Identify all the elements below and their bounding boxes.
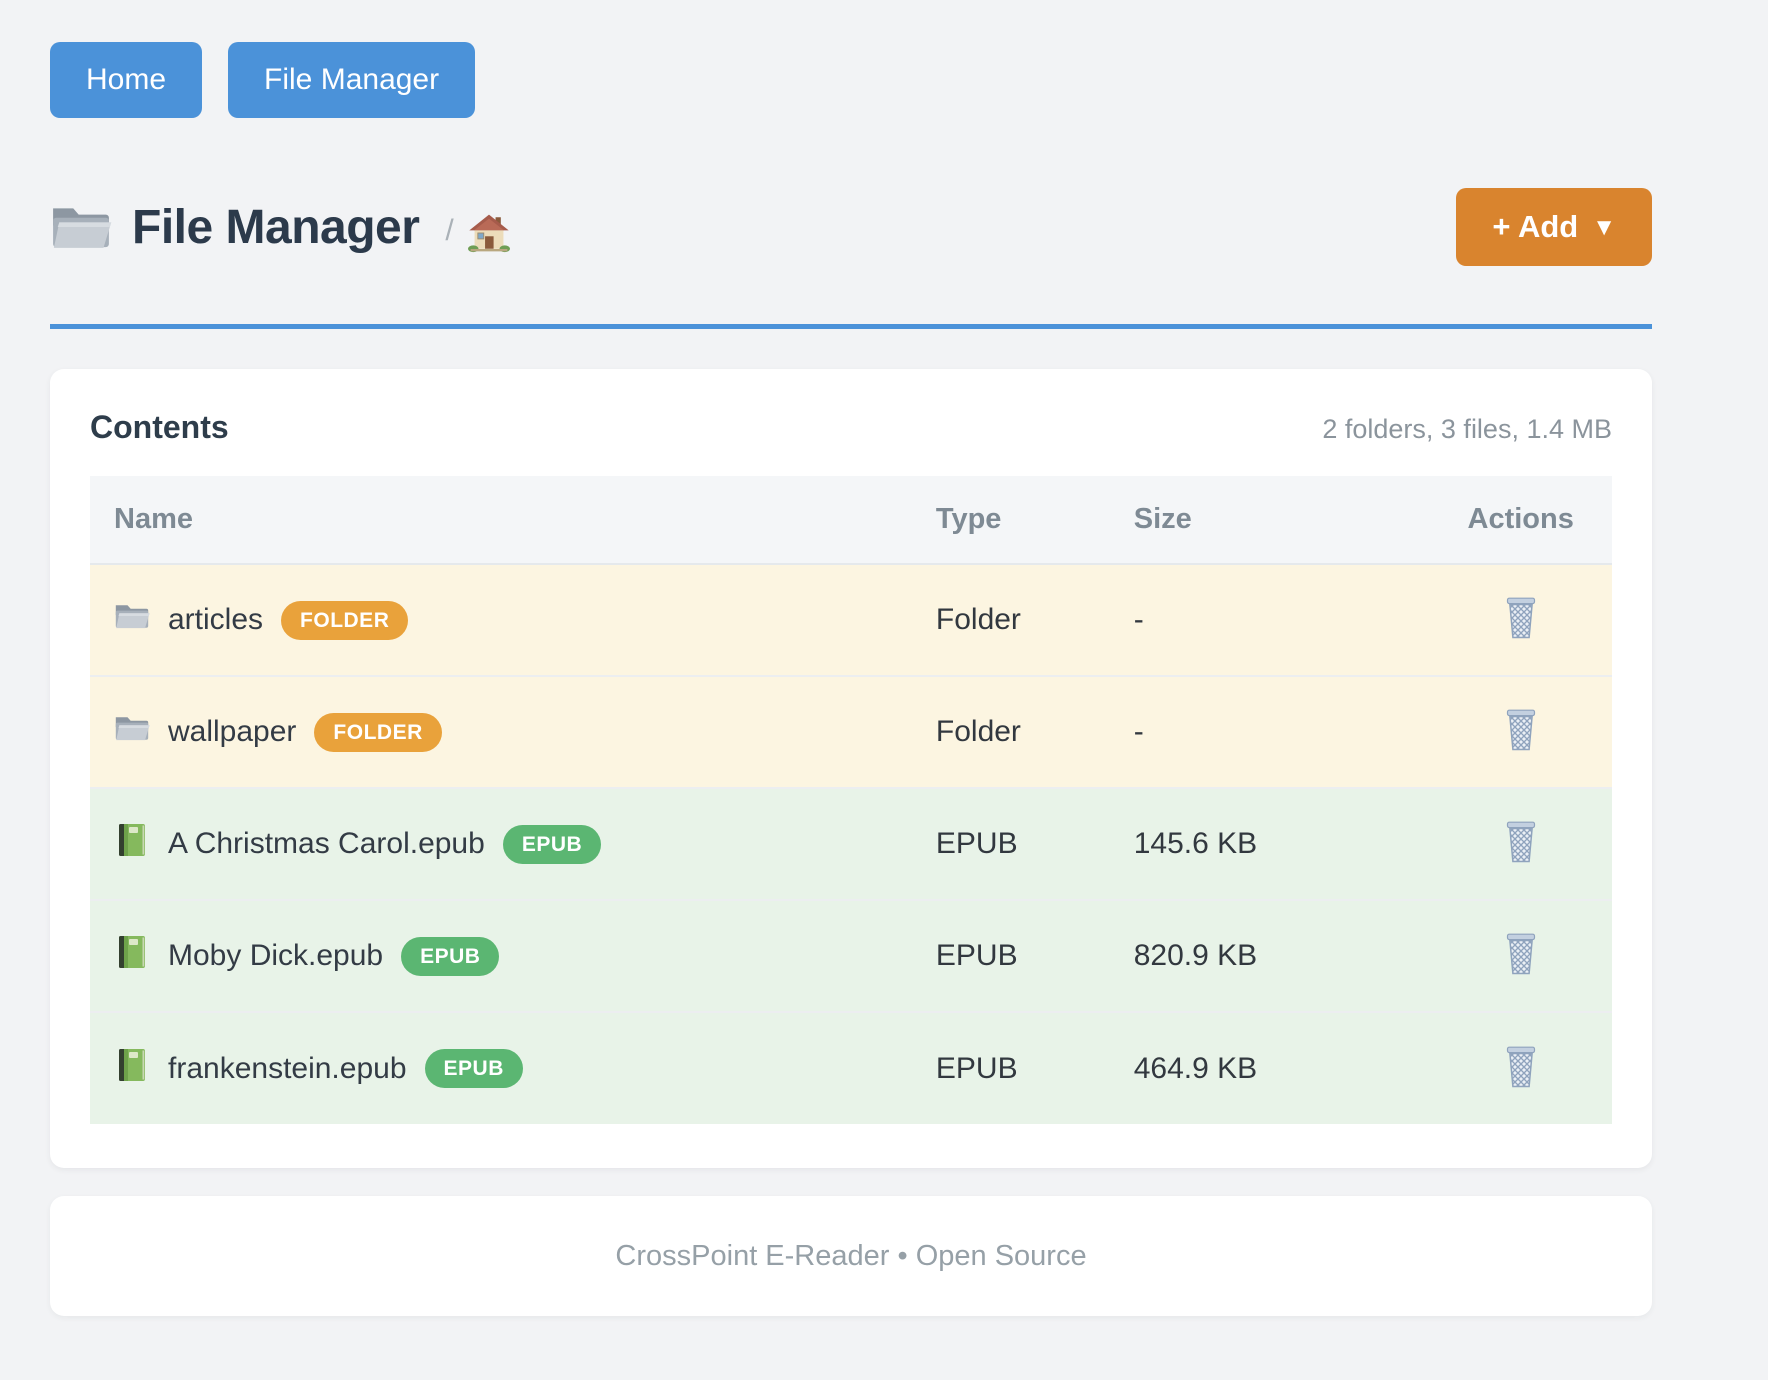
file-type-badge: EPUB: [502, 824, 602, 864]
file-type-cell: EPUB: [935, 939, 1018, 972]
file-type-cell: EPUB: [935, 827, 1018, 860]
delete-button[interactable]: [1499, 929, 1543, 979]
file-type-badge: FOLDER: [281, 600, 409, 640]
file-size-cell: -: [1133, 715, 1144, 748]
footer: CrossPoint E-Reader • Open Source: [50, 1196, 1652, 1316]
column-header-size: Size: [1109, 476, 1430, 565]
page-header: File Manager / + Add ▼: [50, 188, 1652, 266]
nav-home-button[interactable]: Home: [50, 42, 203, 118]
file-type-cell: EPUB: [935, 1051, 1018, 1085]
file-type-cell: Folder: [935, 715, 1021, 748]
table-row[interactable]: articles FOLDER Folder -: [90, 564, 1612, 676]
file-name[interactable]: wallpaper: [168, 715, 297, 748]
column-header-type: Type: [911, 476, 1110, 565]
open-folder-icon: [53, 208, 112, 248]
page-title: File Manager: [132, 200, 420, 254]
table-header-row: Name Type Size Actions: [90, 476, 1612, 565]
file-name[interactable]: articles: [168, 603, 264, 636]
wastebasket-icon: [1506, 597, 1535, 639]
contents-card-header: Contents 2 folders, 3 files, 1.4 MB: [90, 409, 1612, 446]
breadcrumb-separator: /: [445, 214, 454, 247]
table-row[interactable]: Moby Dick.epub EPUB EPUB 820.9 KB: [90, 900, 1612, 1012]
folder-icon: [115, 605, 150, 629]
column-header-name: Name: [90, 476, 912, 565]
green-book-icon: [119, 1048, 145, 1081]
footer-text: CrossPoint E-Reader • Open Source: [615, 1239, 1087, 1272]
delete-button[interactable]: [1499, 1042, 1543, 1092]
file-size-cell: 464.9 KB: [1133, 1051, 1258, 1085]
contents-card: Contents 2 folders, 3 files, 1.4 MB Name…: [50, 369, 1652, 1168]
delete-button[interactable]: [1499, 705, 1543, 755]
file-table-body: articles FOLDER Folder - wallpaper: [90, 564, 1612, 1124]
add-button-label: + Add: [1492, 209, 1579, 244]
column-header-actions: Actions: [1429, 476, 1612, 565]
contents-summary: 2 folders, 3 files, 1.4 MB: [1322, 414, 1612, 444]
title-divider: [50, 324, 1652, 329]
file-type-badge: FOLDER: [314, 712, 442, 752]
delete-button[interactable]: [1499, 593, 1543, 643]
file-name[interactable]: Moby Dick.epub: [168, 939, 384, 972]
contents-heading: Contents: [90, 409, 229, 445]
folder-icon: [115, 717, 150, 741]
page-title-group: File Manager /: [50, 200, 510, 255]
add-button[interactable]: + Add ▼: [1456, 188, 1652, 266]
table-row[interactable]: wallpaper FOLDER Folder -: [90, 676, 1612, 788]
file-name[interactable]: frankenstein.epub: [168, 1051, 407, 1085]
file-name[interactable]: A Christmas Carol.epub: [168, 827, 485, 860]
wastebasket-icon: [1506, 933, 1535, 975]
wastebasket-icon: [1506, 709, 1535, 751]
file-size-cell: 820.9 KB: [1133, 939, 1258, 972]
wastebasket-icon: [1506, 1046, 1535, 1087]
file-type-cell: Folder: [935, 603, 1021, 636]
file-type-badge: EPUB: [424, 1049, 523, 1088]
table-row[interactable]: A Christmas Carol.epub EPUB EPUB 145.6 K…: [90, 788, 1612, 900]
file-size-cell: 145.6 KB: [1133, 827, 1258, 860]
green-book-icon: [119, 824, 145, 856]
page-container: Home File Manager File Manager /: [50, 0, 1652, 1316]
file-table: Name Type Size Actions articles FOLDER F…: [90, 476, 1612, 1124]
nav-file-manager-button[interactable]: File Manager: [228, 42, 476, 118]
green-book-icon: [119, 936, 145, 968]
top-nav: Home File Manager: [50, 42, 1652, 118]
file-type-badge: EPUB: [401, 936, 500, 976]
chevron-down-icon: ▼: [1592, 214, 1616, 241]
wastebasket-icon: [1506, 821, 1535, 863]
table-row[interactable]: frankenstein.epub EPUB EPUB 464.9 KB: [90, 1012, 1612, 1124]
file-size-cell: -: [1133, 603, 1144, 636]
house-icon[interactable]: [467, 213, 510, 253]
delete-button[interactable]: [1499, 817, 1543, 867]
